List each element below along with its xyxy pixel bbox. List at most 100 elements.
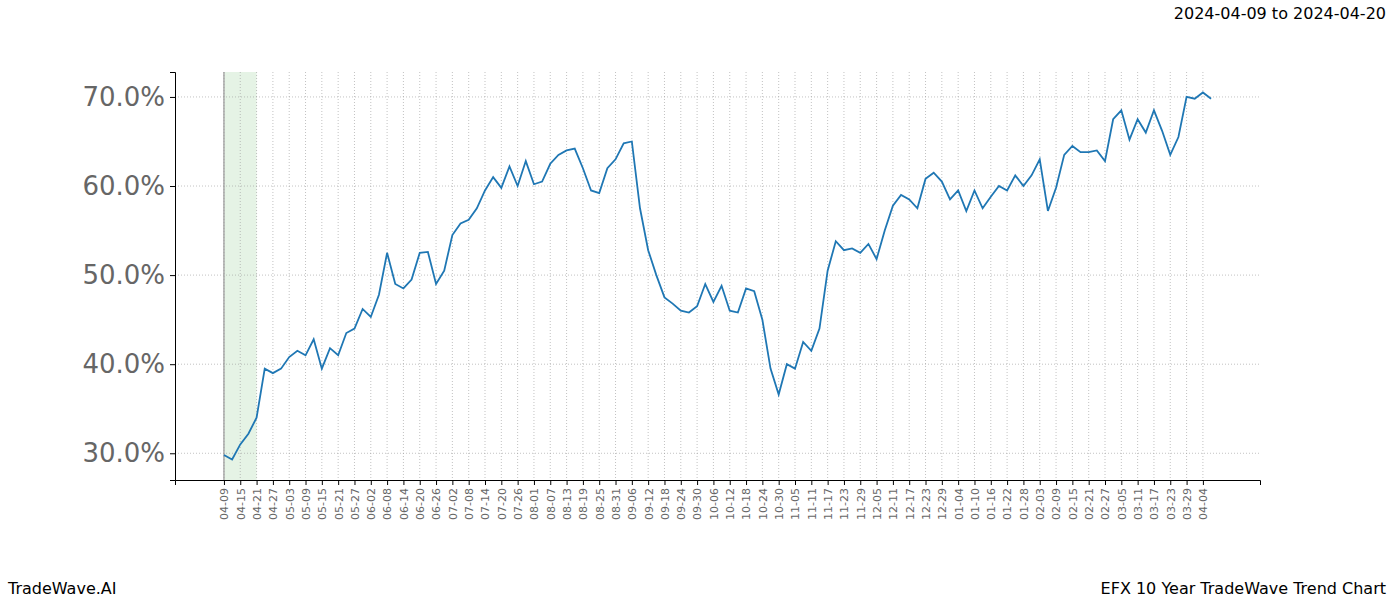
grid-line-x — [713, 72, 714, 480]
x-tick-label: 12-05 — [871, 488, 884, 520]
x-tick-label: 09-24 — [675, 488, 688, 520]
x-tick-mark — [697, 480, 698, 485]
x-tick-mark — [1187, 480, 1188, 485]
x-tick: 04-27 — [267, 480, 280, 520]
x-tick: 08-07 — [545, 480, 558, 520]
x-tick-label: 01-10 — [969, 488, 982, 520]
x-tick: 05-21 — [333, 480, 346, 520]
grid-line-x — [501, 72, 502, 480]
x-tick: 11-11 — [806, 480, 819, 520]
grid-line-x — [1137, 72, 1138, 480]
x-tick-label: 06-20 — [414, 488, 427, 520]
x-tick-label: 04-04 — [1197, 488, 1210, 520]
y-tick: 30.0% — [82, 438, 175, 468]
x-tick: 12-23 — [920, 480, 933, 520]
grid-line-x — [272, 72, 273, 480]
x-tick-mark — [599, 480, 600, 485]
x-tick-label: 09-06 — [626, 488, 639, 520]
highlight-edge — [223, 72, 225, 480]
x-tick-mark — [567, 480, 568, 485]
grid-line-x — [778, 72, 779, 480]
x-tick-mark — [844, 480, 845, 485]
grid-line-x — [468, 72, 469, 480]
grid-line-x — [419, 72, 420, 480]
x-tick-mark — [795, 480, 796, 485]
y-tick-mark — [170, 97, 175, 98]
x-tick: 01-16 — [985, 480, 998, 520]
x-tick-mark — [420, 480, 421, 485]
grid-line-x — [958, 72, 959, 480]
x-tick: 10-06 — [708, 480, 721, 520]
x-tick-label: 06-08 — [381, 488, 394, 520]
grid-line-x — [795, 72, 796, 480]
subtitle: 2024-04-09 to 2024-04-20 — [1174, 4, 1386, 23]
x-tick-mark — [1203, 480, 1204, 485]
x-tick-label: 07-14 — [479, 488, 492, 520]
grid-line-x — [811, 72, 812, 480]
source: TradeWave.AI — [7, 579, 116, 598]
grid-line-x — [680, 72, 681, 480]
x-tick-label: 09-12 — [643, 488, 656, 520]
x-tick-label: 12-11 — [887, 488, 900, 520]
x-tick-mark — [436, 480, 437, 485]
grid-line-x — [582, 72, 583, 480]
x-tick-label: 10-30 — [773, 488, 786, 520]
grid-line-x — [1039, 72, 1040, 480]
grid-line-x — [1186, 72, 1187, 480]
grid-line-x — [1153, 72, 1154, 480]
x-tick: 01-22 — [1001, 480, 1014, 520]
x-tick-label: 01-04 — [953, 488, 966, 520]
x-tick-mark — [501, 480, 502, 485]
grid-line-x — [354, 72, 355, 480]
x-tick-label: 02-15 — [1067, 488, 1080, 520]
x-axis-line — [176, 481, 1261, 486]
grid-line-y — [175, 364, 1260, 365]
grid-line-x — [387, 72, 388, 480]
x-tick-label: 08-07 — [545, 488, 558, 520]
x-tick-mark — [746, 480, 747, 485]
x-tick-mark — [240, 480, 241, 485]
x-tick-label: 06-02 — [365, 488, 378, 520]
grid-line-x — [746, 72, 747, 480]
x-tick: 01-28 — [1018, 480, 1031, 520]
y-tick-mark — [170, 275, 175, 276]
y-tick-label: 40.0% — [82, 349, 165, 379]
grid-line-x — [729, 72, 730, 480]
x-tick: 05-09 — [300, 480, 313, 520]
y-tick: 40.0% — [82, 349, 175, 379]
x-tick-mark — [664, 480, 665, 485]
x-tick-mark — [338, 480, 339, 485]
y-tick: 60.0% — [82, 171, 175, 201]
x-tick-mark — [958, 480, 959, 485]
x-tick-label: 11-17 — [822, 488, 835, 520]
x-tick: 07-14 — [479, 480, 492, 520]
x-tick-label: 03-05 — [1116, 488, 1129, 520]
x-tick: 10-18 — [740, 480, 753, 520]
grid-line-x — [1170, 72, 1171, 480]
x-tick: 05-27 — [349, 480, 362, 520]
grid-line-x — [517, 72, 518, 480]
x-tick-label: 02-21 — [1083, 488, 1096, 520]
x-tick-label: 08-13 — [561, 488, 574, 520]
x-tick: 04-04 — [1197, 480, 1210, 520]
x-tick: 09-30 — [691, 480, 704, 520]
x-tick-mark — [1170, 480, 1171, 485]
x-tick-mark — [273, 480, 274, 485]
grid-line-x — [925, 72, 926, 480]
x-tick: 09-18 — [659, 480, 672, 520]
x-tick-mark — [289, 480, 290, 485]
y-tick-label: 30.0% — [82, 438, 165, 468]
x-tick: 12-29 — [936, 480, 949, 520]
grid-line-x — [860, 72, 861, 480]
y-axis: 30.0%40.0%50.0%60.0%70.0% — [82, 73, 175, 481]
grid-line-x — [697, 72, 698, 480]
grid-line-x — [1088, 72, 1089, 480]
x-tick: 02-27 — [1099, 480, 1112, 520]
x-tick-mark — [469, 480, 470, 485]
x-tick: 07-20 — [496, 480, 509, 520]
grid-line-x — [305, 72, 306, 480]
x-tick: 06-02 — [365, 480, 378, 520]
grid-line-x — [599, 72, 600, 480]
x-tick-label: 06-26 — [430, 488, 443, 520]
x-tick-label: 03-23 — [1165, 488, 1178, 520]
